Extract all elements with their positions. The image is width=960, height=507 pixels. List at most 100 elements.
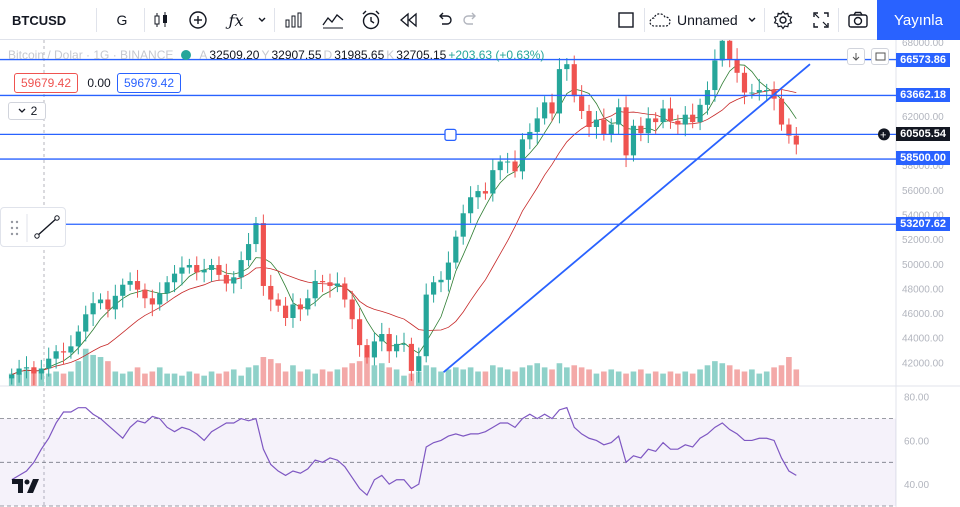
volume-bar <box>371 365 378 386</box>
candle-body <box>312 281 318 299</box>
price-tick-label: 56000.00 <box>902 186 944 197</box>
candle-body <box>149 298 155 305</box>
layout-menu-button[interactable] <box>742 0 762 40</box>
volume-bar <box>734 369 740 386</box>
volume-bar <box>682 371 689 386</box>
frame-icon <box>875 52 885 61</box>
buy-button[interactable]: 59679.42 <box>117 73 181 93</box>
camera-icon <box>848 11 868 28</box>
candle-body <box>371 341 377 358</box>
chart-type-button[interactable] <box>148 0 174 40</box>
compare-button[interactable] <box>318 0 348 40</box>
replay-button[interactable] <box>394 0 424 40</box>
alert-button[interactable] <box>356 0 386 40</box>
candle-body <box>290 304 296 318</box>
volume-bar <box>364 357 370 386</box>
undo-button[interactable] <box>430 0 458 40</box>
redo-icon <box>463 12 476 25</box>
candle-body <box>756 90 762 93</box>
top-toolbar: BTCUSD G ƒx Unnamed <box>0 0 960 40</box>
candle-body <box>682 114 688 125</box>
candle-body <box>401 343 407 345</box>
layout-name: Unnamed <box>677 12 738 28</box>
toolbar-divider <box>144 8 145 32</box>
volume-bar <box>741 371 748 386</box>
floating-drawing-toolbar[interactable] <box>0 207 66 247</box>
auto-scale-button[interactable] <box>871 48 889 65</box>
candle-body <box>238 260 244 278</box>
volume-bar <box>630 371 637 386</box>
candle-body <box>216 265 222 275</box>
candle-body <box>586 111 592 128</box>
rsi-tick-label: 40.00 <box>904 480 929 491</box>
candle-body <box>556 69 563 114</box>
volume-bar <box>438 371 444 386</box>
volume-bar <box>97 357 104 386</box>
indicator-menu-button[interactable] <box>252 0 272 40</box>
candle-body <box>601 119 607 135</box>
chart-canvas[interactable]: 68000.0064000.0062000.0058000.0056000.00… <box>0 40 960 507</box>
volume-bar <box>149 371 156 386</box>
fullscreen-button[interactable] <box>806 0 836 40</box>
volume-bar <box>453 367 459 386</box>
candle-body <box>519 139 526 172</box>
volume-bar <box>341 367 348 386</box>
volume-bar <box>786 357 792 386</box>
scroll-to-latest-button[interactable] <box>847 48 865 65</box>
candle-body <box>201 269 207 273</box>
candle-body <box>53 351 59 359</box>
volume-bar <box>467 367 474 386</box>
volume-bar <box>53 371 59 386</box>
volume-bar <box>60 373 67 386</box>
price-label-63662: 63662.18 <box>896 88 950 102</box>
rsi-line <box>11 406 797 497</box>
candle-body <box>608 124 614 135</box>
layout-name-button[interactable]: Unnamed <box>648 0 740 40</box>
redo-button[interactable] <box>458 0 484 40</box>
toolbar-divider <box>96 8 97 32</box>
candle-body <box>697 104 703 123</box>
add-indicator-button[interactable] <box>184 0 212 40</box>
interval-button[interactable]: G <box>108 0 136 40</box>
sell-button[interactable]: 59679.42 <box>14 73 78 93</box>
symbol-search-button[interactable]: BTCUSD <box>6 0 68 40</box>
bars-button[interactable] <box>280 0 308 40</box>
settings-button[interactable] <box>768 0 798 40</box>
layout-button[interactable] <box>612 0 640 40</box>
candle-body <box>416 356 422 371</box>
candle-body <box>157 293 163 305</box>
close-label: K <box>386 48 395 62</box>
candle-body <box>268 285 274 300</box>
fx-icon[interactable]: ƒx <box>228 10 244 30</box>
rsi-tick-label: 80.00 <box>904 393 929 404</box>
volume-bar <box>763 371 770 386</box>
volume-bar <box>430 367 437 386</box>
volume-bar <box>267 359 274 386</box>
candle-body <box>579 96 585 111</box>
candle-body <box>282 305 289 318</box>
candle-body <box>727 40 733 60</box>
candle-body <box>327 282 333 286</box>
candle-body <box>186 265 192 268</box>
volume-bar <box>393 369 400 386</box>
volume-bar <box>82 348 89 386</box>
candle-body <box>445 262 452 280</box>
volume-bar <box>119 373 126 386</box>
candle-body <box>786 124 792 136</box>
chevron-down-icon <box>18 108 26 113</box>
candle-body <box>364 345 370 358</box>
drag-handle-icon[interactable] <box>1 208 67 248</box>
candle-body <box>460 213 466 237</box>
candle-body <box>630 125 637 156</box>
candle-body <box>38 368 44 374</box>
snapshot-button[interactable] <box>843 0 873 40</box>
volume-bar <box>223 371 230 386</box>
publish-button[interactable]: Yayınla <box>877 0 960 40</box>
indicators-collapse-button[interactable]: 2 <box>8 102 46 120</box>
candle-body <box>638 125 644 134</box>
volume-bar <box>401 375 407 386</box>
candle-body <box>142 289 148 299</box>
volume-bar <box>156 367 163 386</box>
volume-bar <box>571 365 578 386</box>
candle-body <box>260 223 266 286</box>
